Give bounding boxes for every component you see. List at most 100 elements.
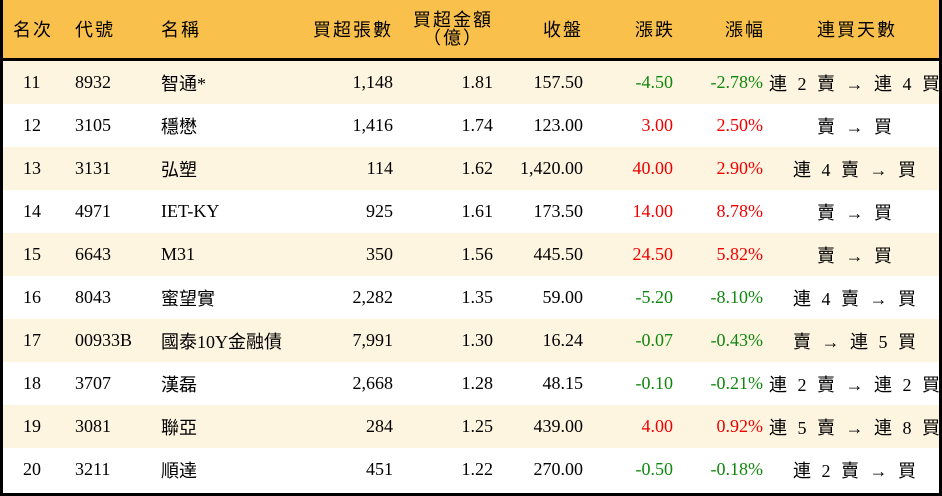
- rank-cell: 11: [23, 72, 41, 92]
- close-cell: 16.24: [542, 330, 584, 350]
- change-pct-cell: -2.78%: [710, 72, 764, 92]
- close-cell: 59.00: [542, 287, 584, 307]
- change-pct-cell: -0.43%: [710, 330, 764, 350]
- header-net-buy-amount: 買超金額 （億）: [403, 0, 503, 58]
- change-pct-cell: 2.90%: [716, 158, 764, 178]
- net-buy-lots-cell: 7,991: [352, 330, 394, 350]
- change-pct-cell: -0.18%: [710, 459, 764, 479]
- rank-cell: 13: [23, 158, 41, 178]
- rank-cell: 15: [23, 244, 41, 264]
- streak-cell: 賣 → 連 5 買: [793, 331, 919, 352]
- rank-cell: 12: [23, 115, 41, 135]
- net-buy-lots-cell: 1,148: [352, 72, 394, 92]
- change-cell: -0.07: [635, 330, 674, 350]
- change-cell: -0.10: [635, 373, 674, 393]
- net-buy-lots-cell: 451: [366, 459, 393, 479]
- streak-cell: 連 2 賣 → 買: [793, 460, 919, 481]
- table-row: 12 3105 穩懋 1,416 1.74 123.00 3.00 2.50% …: [3, 104, 939, 147]
- net-buy-lots-cell: 925: [366, 201, 393, 221]
- change-pct-cell: 8.78%: [716, 201, 764, 221]
- net-buy-lots-cell: 350: [366, 244, 393, 264]
- change-cell: 40.00: [632, 158, 674, 178]
- streak-cell: 賣 → 買: [817, 116, 895, 137]
- net-buy-amount-cell: 1.28: [461, 373, 494, 393]
- header-rank: 名次: [13, 20, 53, 40]
- name-cell: 漢磊: [161, 374, 197, 395]
- net-buy-amount-cell: 1.62: [461, 158, 494, 178]
- change-cell: -4.50: [635, 72, 674, 92]
- close-cell: 270.00: [533, 459, 584, 479]
- net-buy-amount-cell: 1.22: [461, 459, 494, 479]
- rank-cell: 17: [23, 330, 41, 350]
- net-buy-amount-cell: 1.74: [461, 115, 494, 135]
- streak-cell: 連 2 賣 → 連 2 買: [769, 374, 942, 395]
- table-row: 17 00933B 國泰10Y金融債 7,991 1.30 16.24 -0.0…: [3, 319, 939, 362]
- table-row: 11 8932 智通* 1,148 1.81 157.50 -4.50 -2.7…: [3, 61, 942, 104]
- code-cell: 6643: [75, 244, 111, 264]
- streak-cell: 連 2 賣 → 連 4 買: [769, 73, 942, 94]
- header-net-buy-amount-line2: （億）: [423, 28, 483, 48]
- close-cell: 1,420.00: [520, 158, 583, 178]
- name-cell: M31: [161, 244, 196, 264]
- code-cell: 3105: [75, 115, 111, 135]
- rank-cell: 20: [23, 459, 41, 479]
- change-cell: 24.50: [632, 244, 674, 264]
- table-row: 18 3707 漢磊 2,668 1.28 48.15 -0.10 -0.21%…: [3, 362, 942, 405]
- code-cell: 8932: [75, 72, 111, 92]
- net-buy-lots-cell: 1,416: [352, 115, 394, 135]
- net-buy-lots-cell: 114: [366, 158, 393, 178]
- name-cell: 弘塑: [161, 159, 197, 180]
- net-buy-amount-cell: 1.25: [461, 416, 494, 436]
- header-net-buy-amount-line1: 買超金額: [413, 10, 493, 30]
- name-cell: 蜜望實: [161, 288, 215, 309]
- net-buy-lots-cell: 2,668: [352, 373, 394, 393]
- change-cell: -5.20: [635, 287, 674, 307]
- change-pct-cell: 5.82%: [716, 244, 764, 264]
- code-cell: 3131: [75, 158, 111, 178]
- change-cell: 3.00: [641, 115, 674, 135]
- header-change: 漲跌: [635, 20, 675, 40]
- streak-cell: 連 4 賣 → 買: [793, 288, 919, 309]
- name-cell: 國泰10Y金融債: [161, 331, 282, 352]
- close-cell: 439.00: [533, 416, 584, 436]
- rank-cell: 19: [23, 416, 41, 436]
- name-cell: IET-KY: [161, 201, 220, 221]
- name-cell: 智通*: [161, 73, 206, 94]
- code-cell: 4971: [75, 201, 111, 221]
- table-row: 15 6643 M31 350 1.56 445.50 24.50 5.82% …: [3, 233, 939, 276]
- rank-cell: 16: [23, 287, 41, 307]
- code-cell: 3211: [75, 459, 111, 479]
- code-cell: 3707: [75, 373, 111, 393]
- header-net-buy-lots: 買超張數: [313, 20, 393, 40]
- change-pct-cell: -0.21%: [710, 373, 764, 393]
- rank-cell: 14: [23, 201, 41, 221]
- table-row: 19 3081 聯亞 284 1.25 439.00 4.00 0.92% 連 …: [3, 405, 942, 448]
- table-body: 11 8932 智通* 1,148 1.81 157.50 -4.50 -2.7…: [3, 61, 942, 491]
- header-name: 名稱: [161, 20, 201, 40]
- streak-cell: 賣 → 買: [817, 245, 895, 266]
- streak-cell: 連 4 賣 → 買: [793, 159, 919, 180]
- change-cell: 4.00: [641, 416, 674, 436]
- net-buy-amount-cell: 1.61: [461, 201, 494, 221]
- close-cell: 173.50: [533, 201, 584, 221]
- table-row: 14 4971 IET-KY 925 1.61 173.50 14.00 8.7…: [3, 190, 939, 233]
- code-cell: 8043: [75, 287, 111, 307]
- change-pct-cell: 2.50%: [716, 115, 764, 135]
- header-close: 收盤: [543, 20, 583, 40]
- net-buy-amount-cell: 1.56: [461, 244, 494, 264]
- streak-cell: 連 5 賣 → 連 8 買: [769, 417, 942, 438]
- close-cell: 123.00: [533, 115, 584, 135]
- close-cell: 157.50: [533, 72, 584, 92]
- change-pct-cell: 0.92%: [716, 416, 764, 436]
- table-header: 名次 代號 名稱 買超張數 買超金額 （億） 收盤 漲跌 漲幅 連買天數: [3, 0, 939, 61]
- net-buy-amount-cell: 1.81: [461, 72, 494, 92]
- code-cell: 00933B: [75, 330, 133, 350]
- net-buy-amount-cell: 1.35: [461, 287, 494, 307]
- change-cell: 14.00: [632, 201, 674, 221]
- name-cell: 聯亞: [161, 417, 197, 438]
- net-buy-lots-cell: 2,282: [352, 287, 394, 307]
- table-row: 13 3131 弘塑 114 1.62 1,420.00 40.00 2.90%…: [3, 147, 939, 190]
- change-pct-cell: -8.10%: [710, 287, 764, 307]
- streak-cell: 賣 → 買: [817, 202, 895, 223]
